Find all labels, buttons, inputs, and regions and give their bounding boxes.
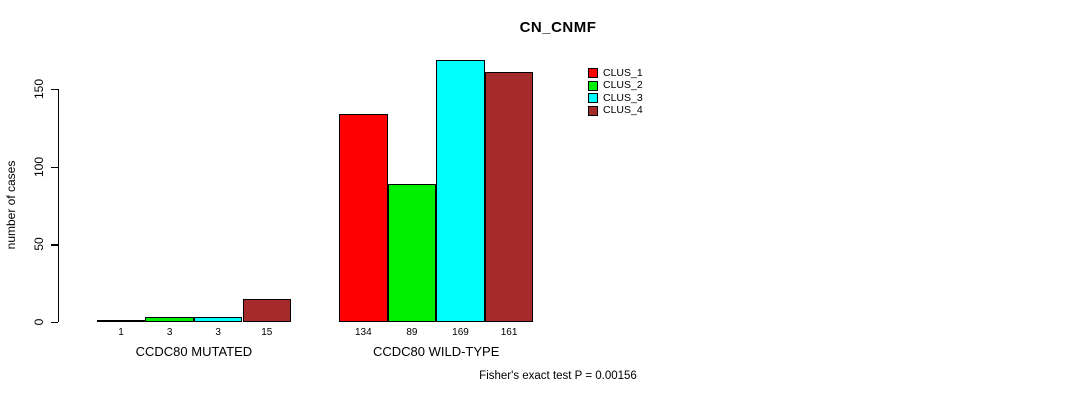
chart-title: CN_CNMF	[519, 19, 597, 36]
y-axis-tick-label: 50	[32, 237, 46, 252]
bar-clus_1	[96, 320, 146, 323]
bar-clus_4	[484, 72, 534, 322]
y-axis-tick	[51, 244, 58, 246]
legend-label: CLUS_1	[603, 66, 643, 79]
legend-swatch-icon	[588, 68, 598, 78]
bar-value-label: 161	[500, 326, 518, 338]
y-axis-tick	[51, 322, 58, 324]
legend-label: CLUS_2	[603, 79, 643, 92]
x-axis-group-label: CCDC80 MUTATED	[135, 343, 253, 359]
legend-item-clus_2: CLUS_2	[588, 80, 643, 91]
legend-swatch-icon	[588, 93, 598, 104]
legend-label: CLUS_3	[603, 91, 643, 104]
bar-clus_2	[145, 317, 194, 322]
bar-clus_3	[193, 317, 243, 322]
legend-item-clus_4: CLUS_4	[588, 105, 643, 116]
legend-item-clus_1: CLUS_1	[588, 66, 643, 79]
legend-swatch-icon	[588, 105, 598, 116]
bar-value-label: 3	[166, 326, 173, 338]
y-axis-tick-label: 150	[32, 79, 46, 100]
bar-clus_4	[242, 298, 292, 322]
y-axis-tick	[51, 166, 58, 169]
y-axis-tick-label: 0	[32, 318, 46, 326]
bar-value-label: 1	[118, 326, 124, 338]
bar-value-label: 169	[452, 326, 469, 338]
bar-value-label: 15	[261, 326, 273, 338]
bar-value-label: 89	[406, 326, 418, 338]
bar-clus_1	[339, 114, 388, 322]
y-axis-tick	[51, 89, 58, 91]
legend-label: CLUS_4	[603, 104, 643, 117]
x-axis-group-label: CCDC80 WILD-TYPE	[372, 343, 500, 359]
y-axis-label: number of cases	[4, 160, 18, 250]
bar-value-label: 134	[354, 326, 372, 338]
bar-clus_3	[436, 59, 485, 322]
legend-swatch-icon	[588, 80, 598, 91]
legend-item-clus_3: CLUS_3	[588, 91, 643, 104]
statistical-test-note: Fisher's exact test P = 0.00156	[479, 370, 637, 382]
bar-clus_2	[387, 183, 437, 322]
bar-value-label: 3	[215, 326, 221, 338]
y-axis-line	[58, 89, 60, 322]
y-axis-tick-label: 100	[32, 156, 46, 177]
